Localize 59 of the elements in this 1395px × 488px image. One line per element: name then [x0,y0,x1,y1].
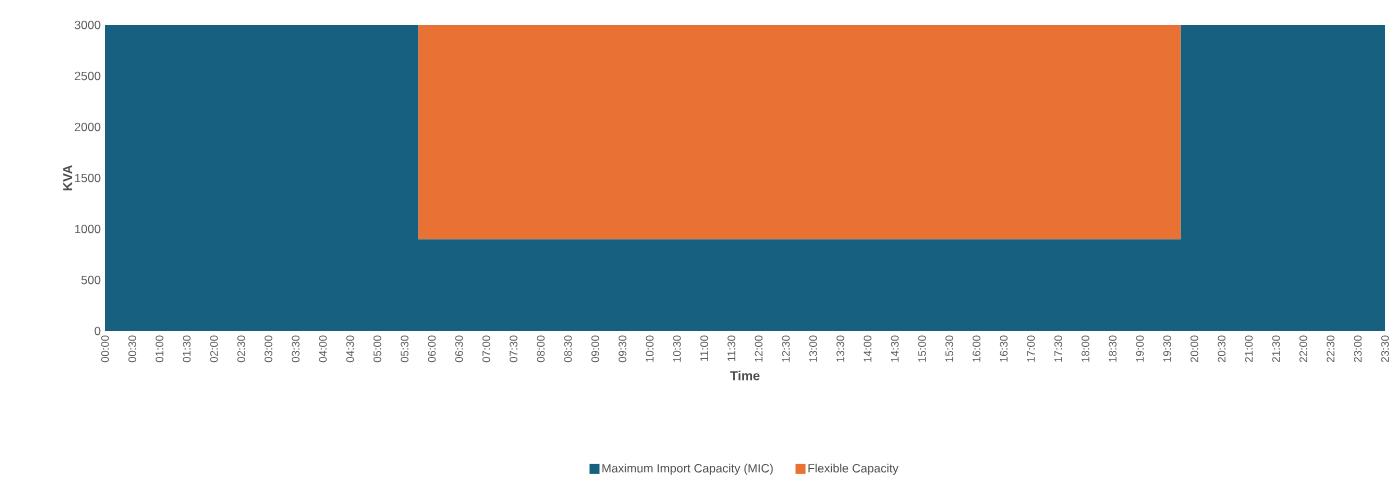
x-tick-label: 12:30 [782,335,790,362]
y-tick-label: 2000 [74,122,101,132]
x-tick-label: 13:00 [809,335,817,362]
x-tick-label: 21:30 [1272,335,1280,363]
y-axis-title: KVA [63,165,73,191]
x-tick-label: 22:00 [1299,335,1308,363]
x-tick-label: 15:30 [945,335,954,362]
x-tick-label: 23:30 [1381,335,1389,363]
x-tick-label: 20:30 [1217,335,1226,363]
y-tick-label: 1000 [75,224,101,234]
y-tick-label: 0 [94,326,101,336]
x-tick-label: 11:00 [700,335,709,361]
x-tick-label: 14:00 [863,335,872,362]
y-tick-label: 2500 [74,71,101,81]
x-tick-label: 09:30 [618,335,627,363]
x-tick-label: 17:30 [1054,335,1063,362]
x-tick-label: 20:00 [1190,335,1199,363]
x-tick-label: 00:00 [101,335,109,363]
x-tick-label: 08:00 [536,335,545,363]
x-tick-label: 02:00 [210,335,218,363]
x-tick-label: 00:30 [128,335,137,363]
x-tick-label: 11:30 [727,335,736,361]
x-tick-label: 12:00 [754,335,763,362]
x-tick-label: 03:30 [291,335,300,363]
x-tick-label: 13:30 [836,335,845,362]
legend-label: Flexible Capacity [808,463,899,475]
x-tick-label: 08:30 [564,335,572,363]
y-tick-label: 500 [81,275,101,285]
x-tick-label: 19:30 [1163,335,1172,362]
x-tick-label: 09:00 [591,335,600,363]
x-tick-label: 18:30 [1108,335,1117,362]
x-tick-label: 01:00 [155,335,164,363]
x-tick-label: 16:00 [972,335,981,362]
legend-label: Maximum Import Capacity (MIC) [602,463,773,475]
x-tick-label: 16:30 [999,335,1008,362]
x-tick-label: 03:00 [264,335,273,363]
x-tick-label: 01:30 [182,335,191,363]
x-tick-label: 07:00 [482,335,491,363]
x-tick-label: 06:30 [455,335,463,363]
x-tick-label: 04:30 [346,335,355,363]
x-tick-label: 21:00 [1244,335,1253,363]
x-tick-label: 07:30 [509,335,518,363]
y-tick-label: 1500 [75,173,101,183]
x-tick-label: 15:00 [918,335,926,362]
x-tick-label: 06:00 [427,335,436,363]
x-tick-label: 04:00 [319,335,327,363]
x-tick-label: 14:30 [890,335,899,362]
x-tick-label: 19:00 [1136,335,1144,362]
x-tick-label: 23:00 [1353,335,1362,363]
x-tick-label: 05:00 [373,335,382,363]
x-tick-label: 10:00 [645,335,654,362]
y-tick-label: 3000 [74,20,101,30]
x-tick-label: 05:30 [400,335,409,363]
x-tick-label: 02:30 [237,335,246,363]
x-tick-label: 10:30 [673,335,681,362]
x-axis-title: Time [730,370,760,381]
x-tick-label: 17:00 [1027,335,1035,362]
x-tick-label: 18:00 [1081,335,1090,362]
x-tick-label: 22:30 [1326,335,1335,363]
